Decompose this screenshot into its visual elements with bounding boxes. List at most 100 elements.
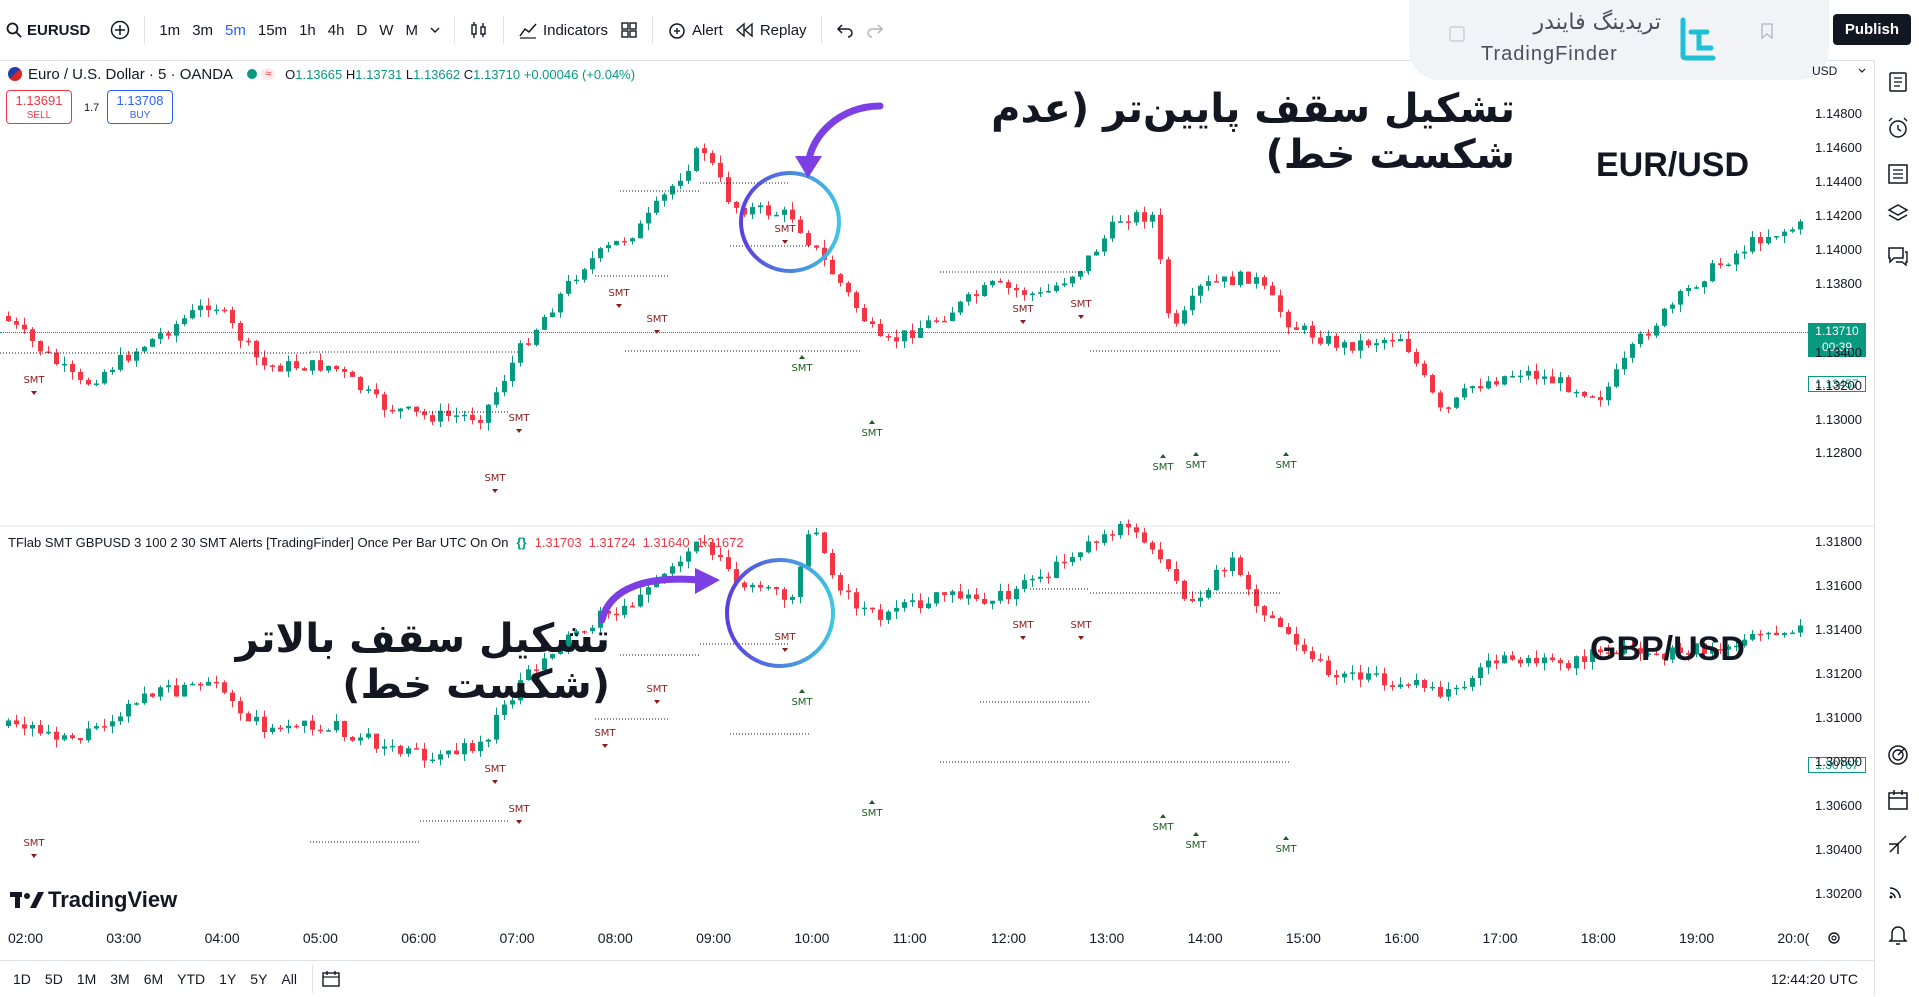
indicators-button[interactable]: Indicators <box>512 0 614 60</box>
redo-button[interactable] <box>860 0 890 60</box>
code-icon[interactable]: {} <box>516 535 527 550</box>
alarm-clock-icon[interactable] <box>1886 116 1910 140</box>
candle-body <box>1222 276 1227 282</box>
candle-body <box>1334 674 1339 678</box>
range-5d[interactable]: 5D <box>44 971 63 987</box>
compare-button[interactable] <box>104 0 136 60</box>
chat-icon[interactable] <box>1886 244 1910 268</box>
range-ytd[interactable]: YTD <box>177 971 206 987</box>
interval-dropdown[interactable] <box>424 0 446 60</box>
candle-body <box>478 420 483 423</box>
candle-body <box>822 532 827 554</box>
candle-body <box>630 238 635 242</box>
candle-body <box>1078 552 1083 558</box>
smt-label: SMT <box>594 728 616 739</box>
smt-bear-marker <box>782 648 788 652</box>
interval-3m[interactable]: 3m <box>192 21 214 39</box>
object-tree-icon[interactable] <box>1886 162 1910 186</box>
candle-body <box>1718 263 1723 266</box>
smt-label: SMT <box>646 684 668 695</box>
alarm-plus-icon <box>669 23 685 39</box>
signal-icon[interactable] <box>1886 878 1910 902</box>
candle-body <box>270 727 275 732</box>
notification-bell-icon[interactable] <box>1886 922 1910 946</box>
divider <box>820 16 822 44</box>
candle-body <box>686 170 691 181</box>
candle-body <box>1566 377 1571 393</box>
sell-button[interactable]: 1.13691 SELL <box>6 90 72 124</box>
candle-body <box>1326 335 1331 344</box>
alert-button[interactable]: Alert <box>661 0 729 60</box>
symbol-search[interactable]: EURUSD <box>0 0 96 60</box>
range-1y[interactable]: 1Y <box>219 971 237 987</box>
target-icon[interactable] <box>1886 743 1910 767</box>
date-range-icon[interactable] <box>321 970 341 988</box>
buy-button[interactable]: 1.13708 BUY <box>107 90 173 124</box>
settings-gear-icon[interactable] <box>1826 930 1842 946</box>
candle-body <box>238 323 243 341</box>
candle-body <box>1310 325 1315 338</box>
replay-button[interactable]: Replay <box>729 0 813 60</box>
annotation-top-pair: EUR/USD <box>1596 146 1750 184</box>
currency-selector[interactable]: USD <box>1812 64 1867 78</box>
candle-body <box>1246 574 1251 590</box>
logo-latin-text: TradingFinder <box>1481 43 1618 65</box>
interval-15m[interactable]: 15m <box>257 21 288 39</box>
smt-bear-marker <box>31 391 37 395</box>
interval-M[interactable]: M <box>405 21 418 39</box>
candle-body <box>1070 557 1075 563</box>
chart-canvas[interactable]: SMT SMT SMT SMT SMT SMT SMT SMT SMT SMT SMT SMT SMT S… <box>0 86 1874 926</box>
candle-body <box>1142 212 1147 222</box>
publish-button[interactable]: Publish <box>1832 14 1911 45</box>
interval-1m[interactable]: 1m <box>159 21 181 39</box>
top-toolbar: EURUSD 1m 3m 5m 15m 1h 4h D W M Indicators Alert… <box>0 0 1919 61</box>
interval-5m[interactable]: 5m <box>225 21 246 39</box>
range-1m[interactable]: 1M <box>76 971 97 987</box>
chart-title[interactable]: Euro / U.S. Dollar · 5 · OANDA <box>28 65 234 83</box>
candle-body <box>1438 392 1443 408</box>
smt-label: SMT <box>646 314 668 325</box>
interval-W[interactable]: W <box>379 21 394 39</box>
candle-body <box>1598 397 1603 401</box>
smt-bull-marker <box>1283 452 1289 456</box>
indicator-legend[interactable]: TFlab SMT GBPUSD 3 100 2 30 SMT Alerts [… <box>8 535 744 550</box>
trend-line-icon[interactable] <box>1886 832 1910 856</box>
candle-body <box>646 212 651 224</box>
candle-body <box>1358 672 1363 680</box>
candle-body <box>726 177 731 203</box>
candle-body <box>662 573 667 578</box>
candle-body <box>1006 591 1011 600</box>
interval-1h[interactable]: 1h <box>299 21 316 39</box>
change-value: +0.00046 (+0.04%) <box>523 66 636 82</box>
candle-body <box>550 312 555 318</box>
range-3m[interactable]: 3M <box>110 971 130 987</box>
interval-4h[interactable]: 4h <box>327 21 345 39</box>
layers-icon[interactable] <box>1886 202 1910 226</box>
smt-label: SMT <box>774 224 796 235</box>
candle-body <box>1790 632 1795 635</box>
gbpusd-pane[interactable] <box>6 519 1803 768</box>
market-status-dot <box>247 69 258 79</box>
range-6m[interactable]: 6M <box>143 971 164 987</box>
eurusd-pane[interactable] <box>6 143 1803 431</box>
chart-type-button[interactable] <box>463 0 495 60</box>
calendar-icon[interactable] <box>1886 788 1910 812</box>
candle-body <box>774 587 779 590</box>
range-5y[interactable]: 5Y <box>250 971 268 987</box>
candle-body <box>502 381 507 393</box>
undo-button[interactable] <box>830 0 860 60</box>
range-all[interactable]: All <box>281 971 297 987</box>
candle-body <box>158 333 163 339</box>
candle-body <box>1310 651 1315 660</box>
data-status-badge[interactable]: ≈ <box>261 68 276 80</box>
candle-body <box>758 205 763 208</box>
highlight-circle-bottom <box>725 558 835 668</box>
candle-body <box>1526 370 1531 376</box>
watchlist-icon[interactable] <box>1886 70 1910 94</box>
clock[interactable]: 12:44:20 UTC <box>1770 971 1858 987</box>
candle-body <box>838 575 843 591</box>
smt-label: SMT <box>508 804 530 815</box>
interval-D[interactable]: D <box>356 21 368 39</box>
range-1d[interactable]: 1D <box>13 971 31 987</box>
templates-button[interactable] <box>614 0 644 60</box>
